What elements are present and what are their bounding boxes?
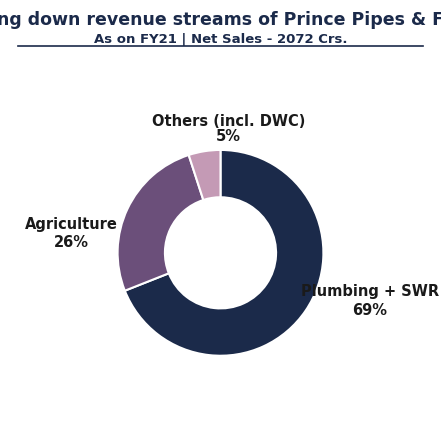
Text: Others (incl. DWC): Others (incl. DWC) (152, 114, 306, 129)
Text: 26%: 26% (54, 235, 89, 250)
Text: Plumbing + SWR: Plumbing + SWR (301, 284, 439, 299)
Text: Agriculture: Agriculture (25, 217, 118, 232)
Text: 5%: 5% (216, 129, 241, 144)
Wedge shape (125, 150, 323, 356)
Text: Breaking down revenue streams of Prince Pipes & Fittings: Breaking down revenue streams of Prince … (0, 11, 441, 29)
Wedge shape (118, 155, 203, 291)
Wedge shape (189, 150, 220, 200)
Text: 69%: 69% (352, 303, 387, 318)
Text: As on FY21 | Net Sales - 2072 Crs.: As on FY21 | Net Sales - 2072 Crs. (94, 33, 347, 46)
